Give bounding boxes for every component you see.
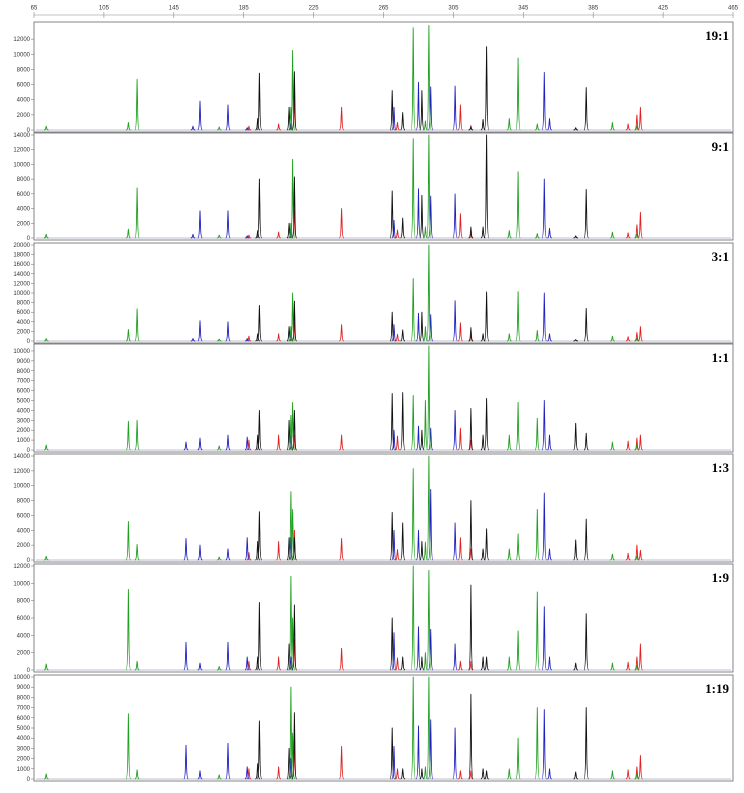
x-tick-label: 65	[31, 6, 38, 12]
y-tick-label: 5000	[17, 726, 31, 732]
y-tick-label: 3000	[17, 418, 31, 424]
electropherogram-figure: 65 105 145 185 225 265 305 345 385 425 465 0 2000 400…	[0, 0, 744, 793]
y-tick-label: 1000	[17, 767, 31, 773]
y-tick-label: 14000	[13, 454, 30, 460]
y-tick-label: 4000	[17, 98, 31, 104]
y-tick-label: 12000	[13, 564, 30, 570]
y-tick-label: 3000	[17, 746, 31, 752]
y-tick-label: 10000	[13, 675, 30, 681]
y-tick-label: 10000	[13, 349, 30, 355]
y-tick-label: 4000	[17, 207, 31, 213]
y-tick-label: 10000	[13, 484, 30, 490]
x-tick-label: 345	[518, 6, 529, 12]
y-tick-label: 14000	[13, 272, 30, 278]
ratio-label: 3:1	[712, 249, 729, 264]
y-tick-label: 8000	[17, 599, 31, 605]
y-tick-label: 9000	[17, 685, 31, 691]
y-tick-label: 7000	[17, 706, 31, 712]
y-tick-label: 8000	[17, 67, 31, 73]
y-tick-label: 18000	[13, 253, 30, 259]
x-tick-label: 105	[99, 6, 110, 12]
panel-frame	[34, 133, 733, 240]
panel-frame	[34, 22, 733, 132]
y-tick-label: 2000	[17, 428, 31, 434]
y-tick-label: 0	[27, 777, 31, 783]
y-tick-label: 2000	[17, 651, 31, 657]
y-tick-label: 10000	[13, 581, 30, 587]
y-tick-label: 12000	[13, 37, 30, 43]
y-tick-label: 8000	[17, 499, 31, 505]
y-tick-label: 14000	[13, 133, 30, 139]
y-tick-label: 4000	[17, 320, 31, 326]
y-tick-label: 10000	[13, 52, 30, 58]
y-tick-label: 12000	[13, 148, 30, 154]
x-tick-label: 425	[658, 6, 669, 12]
x-tick-label: 385	[588, 6, 599, 12]
y-tick-label: 2000	[17, 543, 31, 549]
y-tick-label: 12000	[13, 281, 30, 287]
panel-1-3: 020004000600080001000012000140001:3	[13, 454, 733, 564]
y-tick-label: 6000	[17, 83, 31, 89]
y-tick-label: 6000	[17, 716, 31, 722]
x-tick-label: 265	[378, 6, 389, 12]
y-tick-label: 6000	[17, 389, 31, 395]
y-tick-label: 10000	[13, 291, 30, 297]
y-tick-label: 7000	[17, 379, 31, 385]
y-tick-label: 4000	[17, 633, 31, 639]
ratio-label: 19:1	[705, 28, 729, 43]
panel-frame	[34, 675, 733, 781]
y-tick-label: 2000	[17, 757, 31, 763]
ratio-label: 1:9	[712, 570, 730, 585]
y-tick-label: 12000	[13, 469, 30, 475]
panel-9-1: 0 2000 4000 6000 8000 10000 12000 14000 9:1	[13, 133, 733, 242]
panel-frame	[34, 564, 733, 672]
panel-frame	[34, 243, 733, 343]
x-tick-label: 185	[239, 6, 250, 12]
y-tick-label: 8000	[17, 695, 31, 701]
y-tick-label: 9000	[17, 359, 31, 365]
panel-3-1: 0 2000 4000 6000 8000 10000 12000 14000 16000 180…	[13, 243, 733, 345]
y-tick-label: 5000	[17, 398, 31, 404]
y-tick-label: 0	[27, 339, 31, 345]
y-tick-label: 6000	[17, 513, 31, 519]
y-tick-label: 4000	[17, 736, 31, 742]
panel-1-9: 0 2000 4000 6000 8000 10000 12000 1:9	[13, 564, 733, 674]
y-tick-label: 8000	[17, 369, 31, 375]
x-tick-label: 225	[309, 6, 320, 12]
y-tick-label: 20000	[13, 243, 30, 249]
y-tick-label: 4000	[17, 528, 31, 534]
panel-19-1: 020004000600080001000012000 19:1	[13, 22, 733, 134]
y-tick-label: 2000	[17, 329, 31, 335]
y-tick-label: 0	[27, 236, 31, 242]
panel-1-1: 0100020003000400050006000700080009000100…	[13, 344, 733, 454]
y-tick-label: 6000	[17, 310, 31, 316]
panel-frame	[34, 344, 733, 452]
x-tick-label: 145	[169, 6, 180, 12]
y-tick-label: 16000	[13, 262, 30, 268]
ratio-label: 1:1	[712, 350, 729, 365]
y-tick-label: 2000	[17, 113, 31, 119]
ratio-label: 1:3	[712, 460, 730, 475]
y-tick-label: 10000	[13, 162, 30, 168]
ratio-label: 1:19	[705, 681, 729, 696]
panel-frame	[34, 454, 733, 562]
y-tick-label: 2000	[17, 221, 31, 227]
x-tick-label: 465	[728, 6, 739, 12]
y-tick-label: 1000	[17, 438, 31, 444]
y-tick-label: 8000	[17, 301, 31, 307]
x-axis: 65 105 145 185 225 265 305 345 385 425 465	[31, 6, 739, 19]
y-tick-label: 8000	[17, 177, 31, 183]
panel-1-19: 0 1000 2000 3000 4000 5000 6000 7000 8000 9000 100…	[13, 675, 733, 783]
x-tick-label: 305	[448, 6, 459, 12]
y-tick-label: 6000	[17, 192, 31, 198]
y-tick-label: 6000	[17, 616, 31, 622]
y-tick-label: 4000	[17, 408, 31, 414]
y-tick-label: 0	[27, 668, 31, 674]
ratio-label: 9:1	[712, 139, 729, 154]
